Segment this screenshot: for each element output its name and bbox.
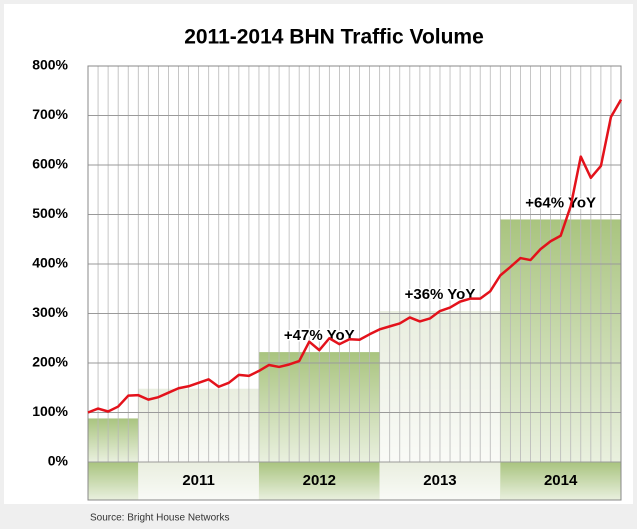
y-tick-label: 0% [48, 453, 69, 469]
annotation: +47% YoY [284, 327, 355, 344]
annotation: +64% YoY [525, 194, 596, 211]
axis-cell-shade [379, 462, 501, 500]
axis-cell-shade [258, 462, 380, 500]
y-tick-label: 400% [32, 255, 68, 271]
y-tick-label: 600% [32, 156, 68, 172]
chart-title: 2011-2014 BHN Traffic Volume [184, 26, 484, 49]
y-tick-label: 800% [32, 57, 68, 73]
source-note: Source: Bright House Networks [90, 513, 230, 524]
x-tick-label: 2014 [544, 472, 578, 489]
x-tick-label: 2012 [303, 472, 336, 489]
axis-cell-shade [500, 462, 621, 500]
bar-shade [88, 418, 139, 462]
y-tick-label: 100% [32, 403, 68, 419]
y-tick-label: 200% [32, 354, 68, 370]
plot-border [87, 65, 622, 501]
y-tick-label: 300% [32, 304, 68, 320]
y-tick-label: 700% [32, 106, 68, 122]
y-tick-label: 500% [32, 205, 68, 221]
x-tick-label: 2013 [423, 472, 456, 489]
data-line [87, 99, 623, 414]
annotation: +36% YoY [405, 286, 476, 303]
axis-cell-shade [88, 462, 139, 500]
x-tick-label: 2011 [182, 472, 215, 489]
axis-cell-shade [138, 462, 259, 500]
